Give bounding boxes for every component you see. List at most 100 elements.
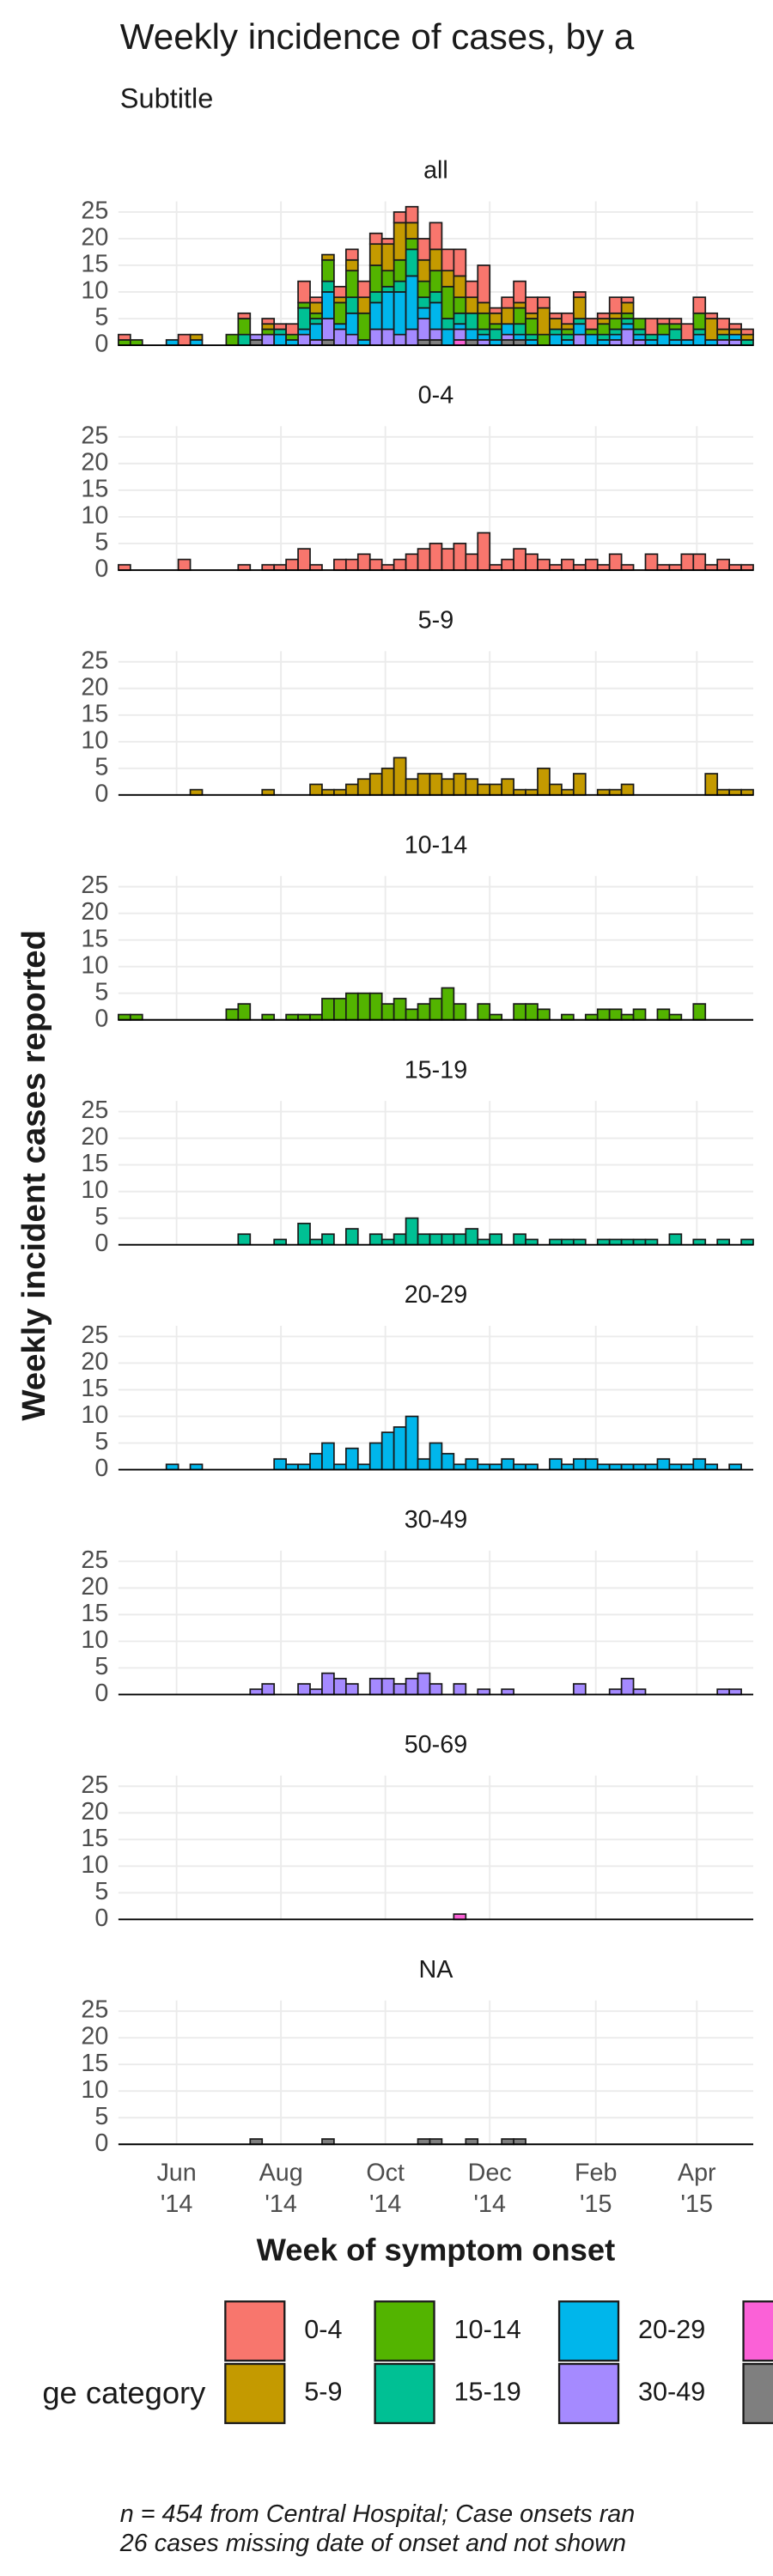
bar (465, 553, 479, 571)
legend-label: 5-9 (304, 2378, 342, 2407)
bar (321, 1442, 335, 1471)
bar (333, 285, 347, 299)
y-tick-label: 20 (81, 2023, 108, 2050)
bar (417, 1233, 431, 1246)
bar (344, 1447, 359, 1471)
legend-swatch (742, 2362, 773, 2425)
bar (321, 1233, 335, 1246)
bar (668, 328, 683, 341)
y-tick-label: 0 (94, 1230, 108, 1257)
bar (680, 323, 695, 341)
bar (368, 301, 383, 331)
bar (429, 222, 443, 251)
bar (453, 773, 467, 796)
bar (537, 307, 551, 336)
bar (644, 318, 659, 336)
bar (572, 773, 587, 796)
bar (477, 328, 491, 336)
bar (405, 248, 419, 277)
bar (417, 280, 431, 299)
y-tick-label: 25 (81, 422, 108, 449)
bar (321, 318, 335, 341)
legend-swatch (374, 2300, 435, 2362)
bar (477, 333, 491, 341)
y-tick-label: 20 (81, 1348, 108, 1376)
bar (513, 1003, 526, 1021)
bar (177, 333, 192, 346)
bar (380, 285, 395, 293)
bar (489, 328, 503, 341)
x-tick-line: '15 (681, 2190, 713, 2218)
bar (429, 773, 443, 796)
bar (561, 328, 575, 336)
bar (692, 312, 707, 331)
bar (453, 296, 467, 314)
bar (525, 333, 539, 341)
bar (561, 558, 575, 571)
legend-label: 30-49 (638, 2378, 705, 2407)
y-tick-label: 5 (94, 1203, 108, 1230)
bar (477, 264, 491, 304)
bar (453, 543, 467, 571)
bar (525, 296, 539, 314)
bar (716, 333, 730, 341)
y-tick-label: 10 (81, 1626, 108, 1654)
bar (405, 1008, 419, 1021)
bar (596, 318, 611, 325)
bar (393, 258, 407, 283)
bar (584, 318, 599, 331)
bar (380, 243, 395, 272)
bar (501, 1458, 514, 1471)
y-tick-label: 10 (81, 951, 108, 979)
bar (261, 318, 276, 325)
x-tick-label: Feb '15 (575, 2159, 618, 2217)
y-tick-label: 15 (81, 925, 108, 952)
bar (608, 312, 623, 319)
bar (344, 312, 359, 336)
bar (608, 1008, 623, 1021)
bar (261, 1683, 276, 1696)
bar (608, 333, 623, 341)
bar (572, 1683, 587, 1696)
bar (380, 767, 395, 796)
bar (584, 1458, 599, 1471)
x-tick-line: Jun (156, 2159, 196, 2186)
bar (453, 323, 467, 331)
bar (273, 323, 287, 331)
x-tick-label: Apr '15 (678, 2159, 716, 2217)
bar (537, 767, 551, 796)
bar (429, 1233, 443, 1246)
bar (368, 1233, 383, 1246)
bar (728, 328, 742, 336)
bar (477, 532, 491, 571)
y-tick-label: 20 (81, 898, 108, 926)
bar (297, 280, 311, 304)
bar (321, 253, 335, 261)
bar (501, 307, 514, 325)
y-tick-label: 0 (94, 2129, 108, 2157)
y-tick-label: 10 (81, 1176, 108, 1204)
bar (728, 333, 742, 341)
bar (344, 296, 359, 314)
bar (273, 1458, 287, 1471)
facet-title: 0-4 (418, 382, 454, 410)
bar (489, 307, 503, 314)
bar (417, 1003, 431, 1021)
y-tick-label: 0 (94, 556, 108, 583)
bar (344, 258, 359, 272)
bar (501, 296, 514, 309)
chart-subtitle: Subtitle (120, 82, 214, 113)
bar (368, 232, 383, 246)
x-tick-label: Oct '14 (366, 2159, 405, 2217)
bar (465, 280, 479, 299)
bar (465, 1228, 479, 1246)
y-tick-label: 25 (81, 1771, 108, 1799)
bar (368, 1442, 383, 1471)
bar (429, 301, 443, 331)
bar (692, 296, 707, 314)
x-tick-line: Dec (468, 2159, 512, 2186)
bar (405, 328, 419, 346)
bar (608, 296, 623, 314)
bar (441, 778, 455, 796)
